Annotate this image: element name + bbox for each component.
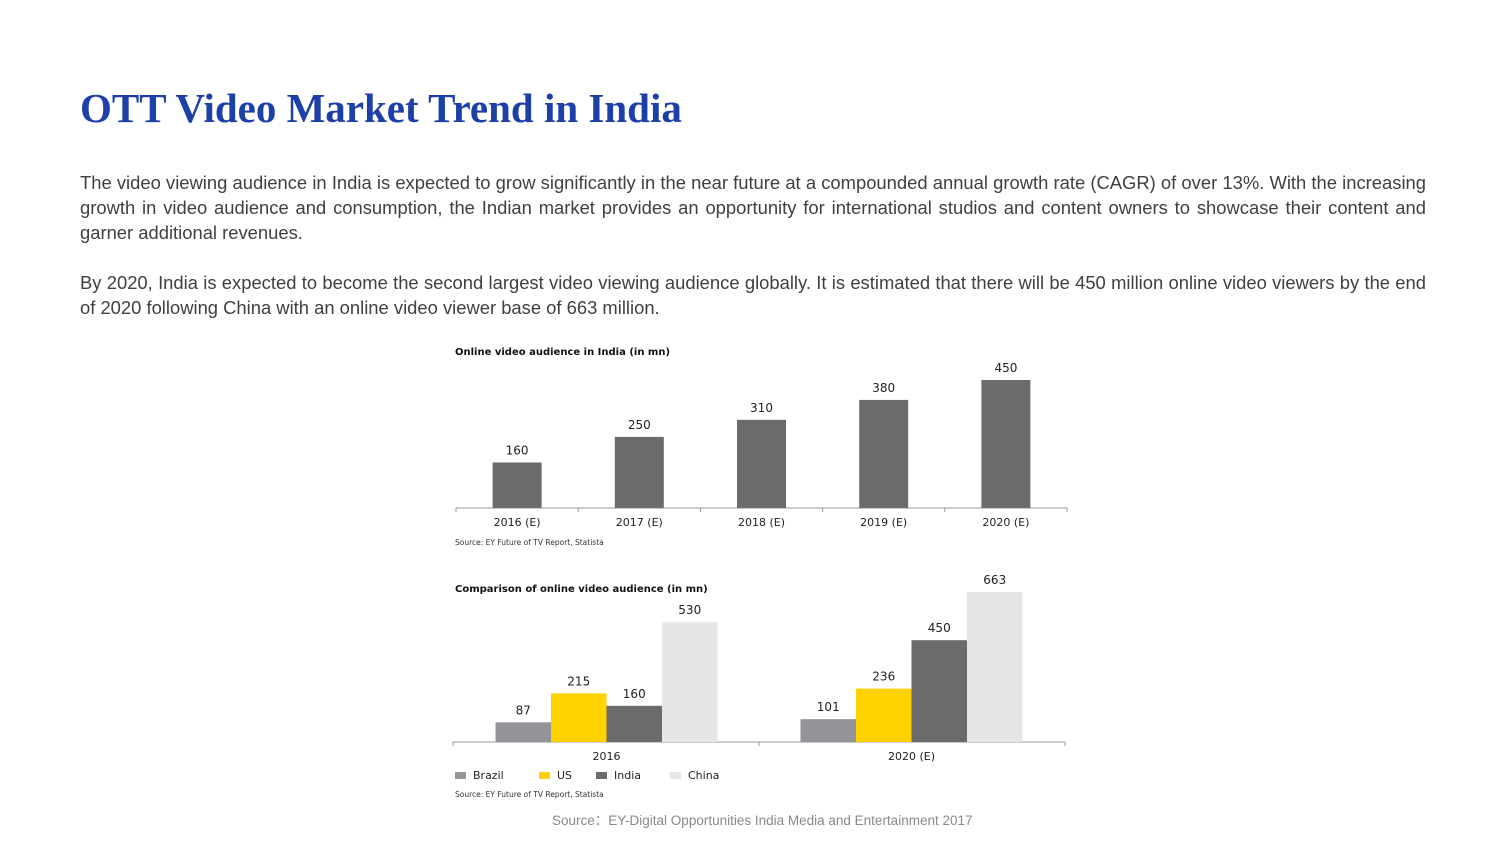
footer-source: Source：EY-Digital Opportunities India Me… (552, 813, 973, 828)
chart1-bar (981, 380, 1031, 508)
chart1-tick-label: 2019 (E) (860, 516, 907, 529)
legend-label-us: US (557, 769, 572, 782)
legend-label-china: China (688, 769, 719, 782)
chart2-tick-label: 2016 (593, 750, 621, 763)
chart2-legend: Brazil US India China (455, 769, 719, 782)
chart1-tick-label: 2016 (E) (494, 516, 541, 529)
chart2-bar-brazil (800, 719, 856, 742)
intro-paragraph: The video viewing audience in India is e… (80, 172, 1426, 243)
page-title: OTT Video Market Trend in India (80, 85, 682, 131)
chart2-data-label: 236 (872, 670, 895, 684)
chart2-source: Source: EY Future of TV Report, Statista (455, 790, 604, 799)
chart2-bar-india (911, 640, 967, 742)
chart2-bar-china (662, 622, 718, 742)
chart2-data-label: 215 (567, 674, 590, 688)
chart2-bar-china (967, 592, 1023, 742)
chart1-bar (492, 462, 542, 508)
comparison-chart: Comparison of online video audience (in … (452, 573, 1066, 799)
chart1-data-label: 250 (628, 418, 651, 432)
legend-swatch-india (596, 772, 607, 779)
chart1-data-label: 160 (506, 443, 529, 457)
chart2-tick-label: 2020 (E) (888, 750, 935, 763)
india-audience-chart: Online video audience in India (in mn) 1… (455, 347, 1068, 547)
chart1-source: Source: EY Future of TV Report, Statista (455, 538, 604, 547)
chart1-title: Online video audience in India (in mn) (455, 347, 670, 358)
chart1-tick-label: 2020 (E) (982, 516, 1029, 529)
chart2-bar-brazil (495, 722, 551, 742)
chart1-bar (614, 436, 664, 508)
chart1-data-label: 450 (994, 361, 1017, 375)
chart2-bar-us (551, 693, 607, 742)
chart1-data-label: 310 (750, 401, 773, 415)
chart1-tick-label: 2018 (E) (738, 516, 785, 529)
chart1-data-label: 380 (872, 381, 895, 395)
chart1-bar (737, 419, 786, 508)
chart2-data-label: 663 (983, 573, 1006, 587)
legend-swatch-brazil (455, 772, 466, 779)
chart2-data-label: 160 (623, 687, 646, 701)
legend-swatch-us (539, 772, 550, 779)
legend-label-india: India (614, 769, 641, 782)
chart2-bar-india (606, 705, 662, 742)
chart2-title: Comparison of online video audience (in … (455, 584, 708, 595)
chart2-data-label: 530 (678, 603, 701, 617)
legend-swatch-china (670, 772, 681, 779)
chart1-bar (859, 399, 909, 508)
chart2-data-label: 101 (817, 700, 840, 714)
forecast-paragraph: By 2020, India is expected to become the… (80, 272, 1426, 318)
chart1-tick-label: 2017 (E) (616, 516, 663, 529)
legend-label-brazil: Brazil (473, 769, 504, 782)
chart2-data-label: 450 (928, 621, 951, 635)
chart2-data-label: 87 (516, 703, 531, 717)
chart2-bar-us (856, 688, 912, 742)
